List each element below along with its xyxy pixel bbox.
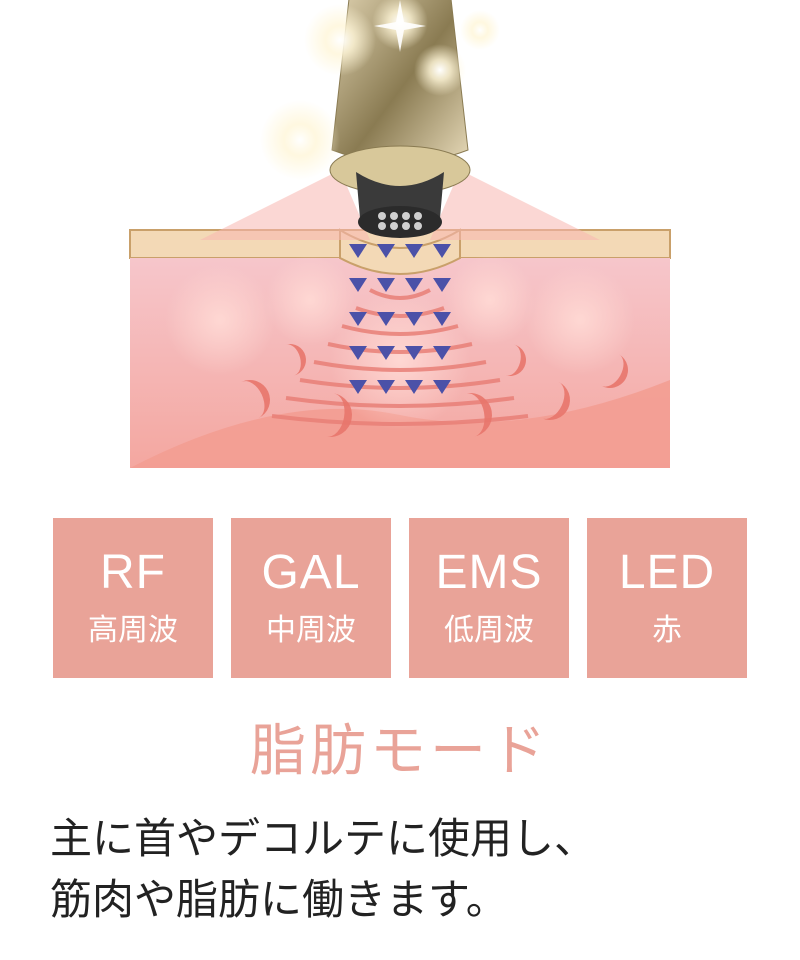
mode-feature-tiles: RF 高周波 GAL 中周波 EMS 低周波 LED 赤 [53,518,747,678]
tile-secondary-label: 赤 [652,605,682,649]
tile-secondary-label: 高周波 [88,605,178,649]
feature-tile-ems: EMS 低周波 [409,518,569,678]
feature-tile-led: LED 赤 [587,518,747,678]
tile-primary-label: GAL [261,547,360,600]
device-on-skin-illustration [80,0,720,500]
feature-tile-gal: GAL 中周波 [231,518,391,678]
tile-primary-label: RF [100,547,166,600]
feature-tile-rf: RF 高周波 [53,518,213,678]
tile-secondary-label: 低周波 [444,605,534,649]
mode-title: 脂肪モード [250,706,550,787]
tile-primary-label: LED [619,547,715,600]
mode-description: 主に首やデコルテに使用し、筋肉や脂肪に働きます。 [30,809,770,931]
illustration-svg [80,0,720,500]
tile-primary-label: EMS [435,547,542,600]
tile-secondary-label: 中周波 [266,605,356,649]
